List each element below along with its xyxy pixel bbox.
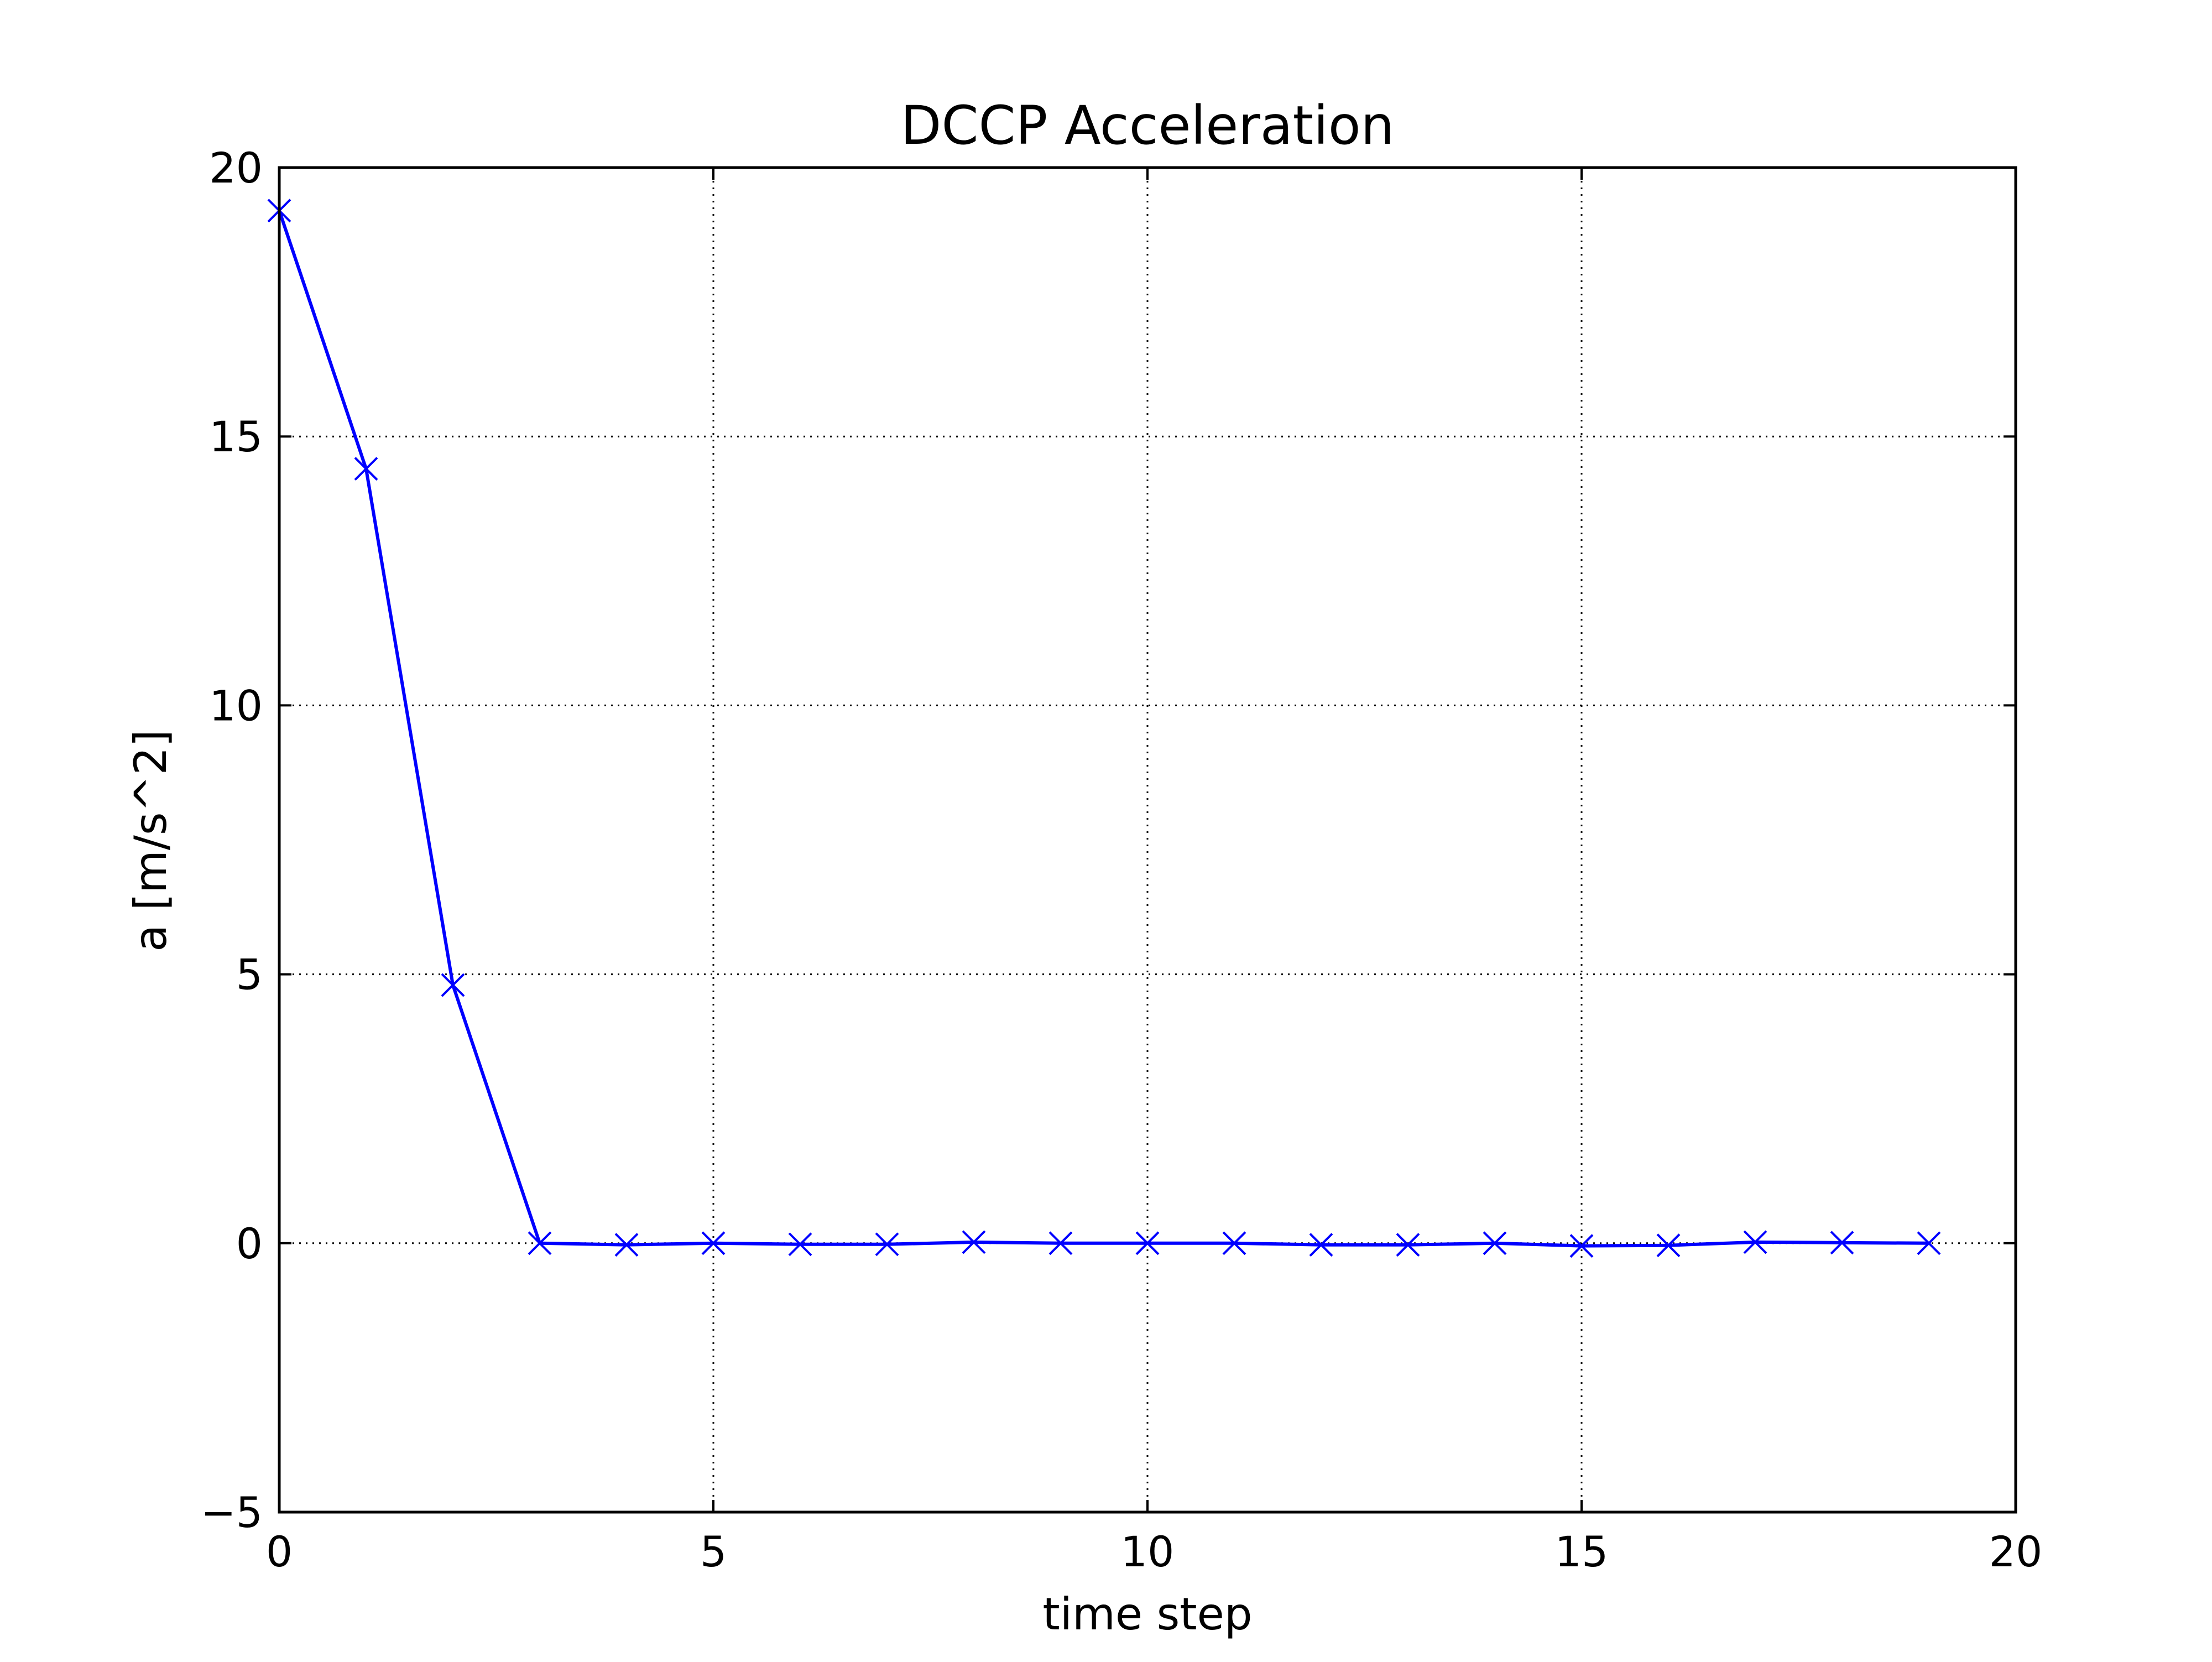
data-point-marker — [1222, 1231, 1246, 1255]
marker-stroke — [1483, 1231, 1507, 1255]
y-tick-label: −5 — [201, 1488, 263, 1537]
series-layer — [267, 199, 1941, 1258]
x-tick-label: 15 — [1555, 1527, 1609, 1576]
x-tick-label: 10 — [1121, 1527, 1175, 1576]
x-tick-label: 0 — [266, 1527, 293, 1576]
data-point-marker — [962, 1230, 986, 1254]
marker-stroke — [1222, 1231, 1246, 1255]
data-point-marker — [875, 1232, 899, 1257]
marker-stroke — [614, 1233, 639, 1257]
data-point-marker — [1048, 1231, 1073, 1255]
marker-stroke — [1917, 1231, 1941, 1255]
x-tick-label: 5 — [700, 1527, 727, 1576]
y-tick-label: 10 — [209, 681, 263, 730]
data-point-marker — [1396, 1233, 1420, 1257]
data-point-marker — [441, 973, 465, 997]
marker-stroke — [1656, 1233, 1681, 1258]
x-axis-label: time step — [1042, 1588, 1252, 1640]
y-tick-label: 20 — [209, 143, 263, 192]
marker-stroke — [788, 1232, 812, 1257]
y-axis-label: a [m/s^2] — [125, 730, 176, 951]
marker-stroke — [441, 973, 465, 997]
marker-stroke — [962, 1230, 986, 1254]
data-point-marker — [1309, 1233, 1333, 1257]
data-point-marker — [614, 1233, 639, 1257]
chart-title: DCCP Acceleration — [901, 95, 1395, 157]
y-tick-label: 15 — [209, 412, 263, 461]
data-point-marker — [1483, 1231, 1507, 1255]
marker-stroke — [528, 1231, 552, 1255]
marker-stroke — [1569, 1234, 1594, 1258]
data-point-marker — [1743, 1230, 1767, 1254]
data-point-marker — [1135, 1231, 1160, 1255]
data-point-marker — [1656, 1233, 1681, 1258]
marker-stroke — [875, 1232, 899, 1257]
data-point-marker — [788, 1232, 812, 1257]
marker-stroke — [1396, 1233, 1420, 1257]
marker-stroke — [1135, 1231, 1160, 1255]
data-point-marker — [354, 457, 378, 481]
marker-stroke — [1830, 1231, 1854, 1255]
data-point-marker — [1569, 1234, 1594, 1258]
series-line — [278, 210, 1929, 1248]
marker-stroke — [701, 1231, 726, 1255]
marker-stroke — [1048, 1231, 1073, 1255]
marker-stroke — [1309, 1233, 1333, 1257]
y-tick-label: 5 — [236, 950, 263, 999]
marker-stroke — [354, 457, 378, 481]
data-point-marker — [528, 1231, 552, 1255]
marker-stroke — [1743, 1230, 1767, 1254]
data-point-marker — [1917, 1231, 1941, 1255]
x-tick-label: 20 — [1989, 1527, 2043, 1576]
grid-layer — [279, 168, 2016, 1512]
data-point-marker — [1830, 1231, 1854, 1255]
y-tick-label: 0 — [236, 1219, 263, 1268]
data-point-marker — [701, 1231, 726, 1255]
